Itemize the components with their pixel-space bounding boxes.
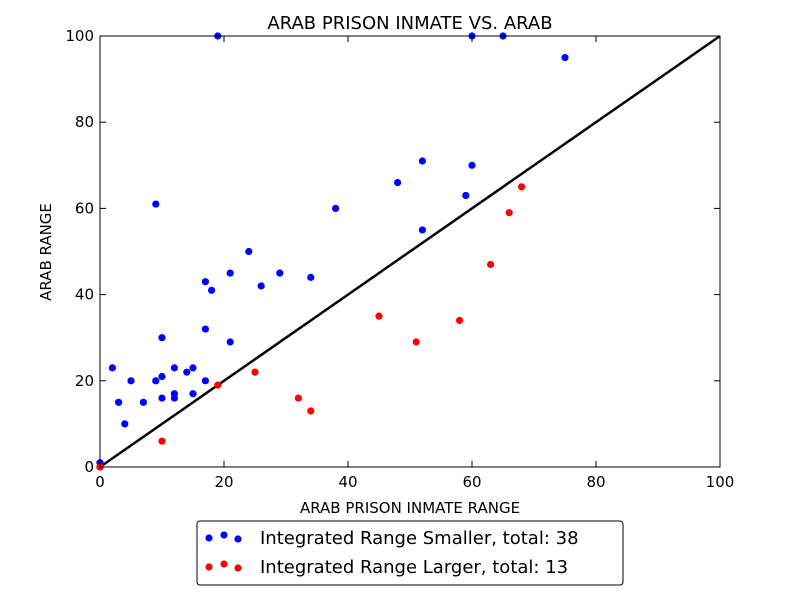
y-tick-label: 20 — [75, 372, 94, 390]
data-point-series-0-14 — [183, 368, 191, 376]
reference-line — [99, 34, 721, 469]
data-point-series-1-5 — [375, 312, 383, 320]
x-tick-label: 80 — [586, 473, 605, 491]
data-point-series-0-23 — [226, 338, 234, 346]
y-tick-label: 80 — [75, 113, 94, 131]
data-point-series-0-18 — [201, 325, 209, 333]
legend-marker-series-0-1 — [220, 531, 228, 539]
data-point-series-1-4 — [307, 407, 315, 415]
legend-marker-series-0-0 — [205, 534, 213, 542]
data-point-series-0-29 — [394, 178, 402, 187]
data-point-series-0-28 — [332, 204, 340, 212]
data-point-series-0-27 — [307, 273, 315, 281]
legend-label-larger: Integrated Range Larger, total: 13 — [260, 557, 568, 578]
legend-label-smaller: Integrated Range Smaller, total: 38 — [260, 528, 579, 549]
data-point-series-0-6 — [152, 200, 160, 208]
data-point-series-0-3 — [121, 420, 129, 428]
data-point-series-0-33 — [468, 161, 476, 169]
data-point-series-0-11 — [170, 364, 178, 372]
data-point-series-0-8 — [158, 334, 166, 342]
data-point-series-1-2 — [251, 368, 259, 376]
data-point-series-1-6 — [412, 338, 420, 346]
data-point-series-0-2 — [115, 398, 123, 406]
data-point-series-1-10 — [518, 183, 526, 191]
data-point-series-0-31 — [418, 226, 426, 234]
data-point-series-0-16 — [189, 390, 197, 398]
data-point-series-0-10 — [158, 394, 166, 402]
data-point-series-0-13 — [170, 394, 178, 402]
axis-ticks: 0 20 40 60 80 100 0 20 40 60 80 100 — [65, 27, 734, 491]
data-point-series-0-32 — [462, 191, 470, 200]
y-tick-label: 60 — [75, 199, 94, 217]
x-tick-label: 100 — [706, 473, 735, 491]
legend-marker-series-1-1 — [220, 560, 228, 568]
data-point-series-1-8 — [487, 260, 495, 269]
y-axis-label: ARAB RANGE — [37, 203, 55, 301]
data-point-series-1-3 — [294, 394, 302, 402]
x-tick-label: 40 — [338, 473, 357, 491]
chart-title: ARAB PRISON INMATE VS. ARAB — [267, 13, 552, 34]
data-point-series-0-25 — [257, 282, 265, 290]
data-point-series-0-36 — [561, 53, 569, 62]
x-tick-label: 60 — [462, 473, 481, 491]
data-point-series-0-22 — [226, 269, 234, 277]
data-point-series-0-4 — [127, 377, 135, 385]
data-point-series-1-9 — [505, 209, 513, 217]
data-point-series-0-17 — [201, 278, 209, 286]
data-point-series-1-7 — [456, 316, 464, 325]
data-point-series-0-26 — [276, 269, 284, 277]
y-tick-label: 40 — [75, 286, 94, 304]
plot-frame — [99, 35, 721, 468]
x-tick-label: 20 — [214, 473, 233, 491]
x-axis-label: ARAB PRISON INMATE RANGE — [300, 499, 520, 517]
data-point-series-0-24 — [245, 247, 253, 256]
data-point-series-1-0 — [158, 437, 166, 445]
legend-markers — [205, 531, 242, 572]
data-point-series-0-19 — [201, 377, 209, 385]
data-point-series-0-1 — [108, 364, 116, 372]
data-point-series-1-1 — [214, 381, 222, 389]
data-point-series-0-15 — [189, 364, 197, 372]
data-point-series-0-5 — [139, 398, 147, 406]
legend-marker-series-0-2 — [234, 535, 242, 543]
legend-marker-series-1-0 — [205, 563, 213, 571]
x-tick-label: 0 — [95, 473, 105, 491]
legend-box — [196, 520, 624, 586]
data-point-series-0-7 — [152, 377, 160, 385]
y-tick-label: 0 — [84, 458, 94, 476]
data-point-series-0-30 — [418, 157, 426, 165]
legend: Integrated Range Smaller, total: 38 Inte… — [196, 520, 624, 586]
data-point-series-0-9 — [158, 372, 166, 381]
plot-marks — [96, 32, 721, 471]
legend-marker-series-1-2 — [234, 564, 242, 572]
data-point-series-0-20 — [208, 286, 216, 294]
y-tick-label: 100 — [65, 27, 94, 45]
